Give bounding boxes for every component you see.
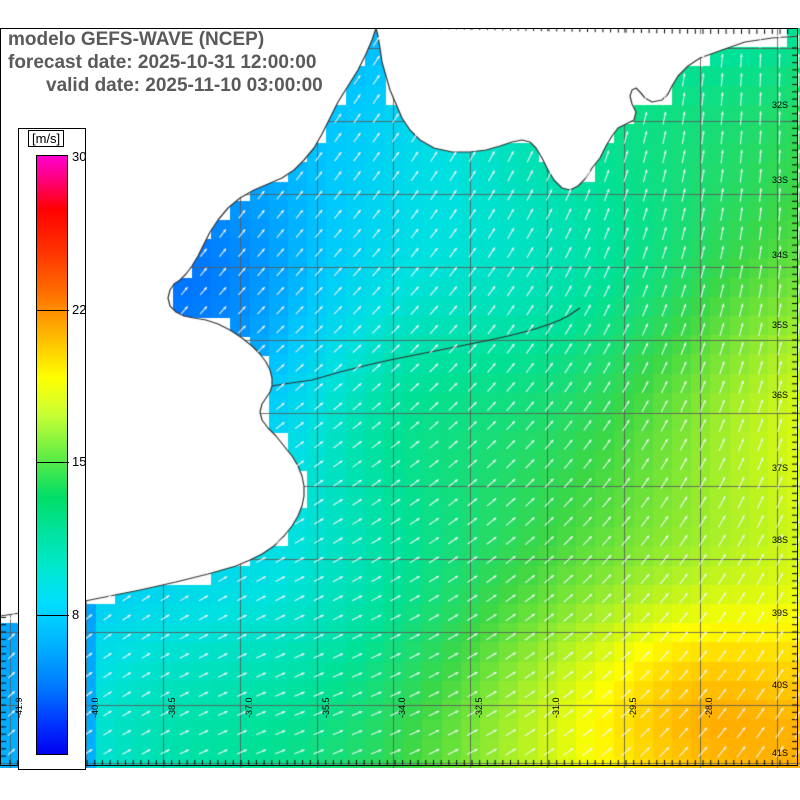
y-axis-tick-label: 38S [772, 535, 789, 545]
colorbar-tick-8: 8 [72, 607, 80, 622]
title-model: modelo GEFS-WAVE (NCEP) [8, 29, 265, 50]
x-axis-tick-label: -29.5 [628, 697, 638, 718]
x-axis-tick-label: -37.0 [244, 697, 254, 718]
colorbar-tickline-15 [36, 462, 69, 463]
x-axis-tick-label: -40.0 [90, 697, 100, 718]
y-axis-tick-label: 41S [772, 748, 789, 758]
figure-title: modelo GEFS-WAVE (NCEP) forecast date: 2… [0, 28, 800, 97]
y-axis-tick-label: 39S [772, 608, 789, 618]
x-axis-tick-label: -35.5 [321, 697, 331, 718]
y-axis-tick-label: 33S [772, 175, 789, 185]
y-axis-tick-label: 34S [772, 250, 789, 260]
colorbar-gradient [36, 155, 68, 755]
y-axis-tick-label: 36S [772, 390, 789, 400]
title-valid-date: valid date: 2025-11-10 03:00:00 [46, 75, 323, 96]
y-axis-tick-label: 35S [772, 320, 789, 330]
wind-direction-arrows [0, 28, 800, 768]
colorbar-tick-30: 30 [72, 149, 87, 164]
x-axis-tick-label: -32.5 [474, 697, 484, 718]
x-axis-tick-label: -38.5 [167, 697, 177, 718]
x-axis-tick-label: -31.0 [551, 697, 561, 718]
colorbar-tick-22: 22 [72, 302, 87, 317]
colorbar-tick-15: 15 [72, 454, 87, 469]
colorbar-tickline-8 [36, 615, 69, 616]
title-forecast-date: forecast date: 2025-10-31 12:00:00 [8, 52, 317, 73]
colorbar-tickline-22 [36, 310, 69, 311]
x-axis-tick-label: -28.0 [704, 697, 714, 718]
y-axis-tick-label: 40S [772, 680, 789, 690]
colorbar-unit-label: [m/s] [28, 130, 65, 147]
map-plot-area [0, 28, 800, 768]
x-axis-tick-label: -34.0 [397, 697, 407, 718]
x-axis-tick-label: -41.9 [14, 697, 24, 718]
y-axis-tick-label: 37S [772, 463, 789, 473]
y-axis-tick-label: 32S [772, 100, 789, 110]
